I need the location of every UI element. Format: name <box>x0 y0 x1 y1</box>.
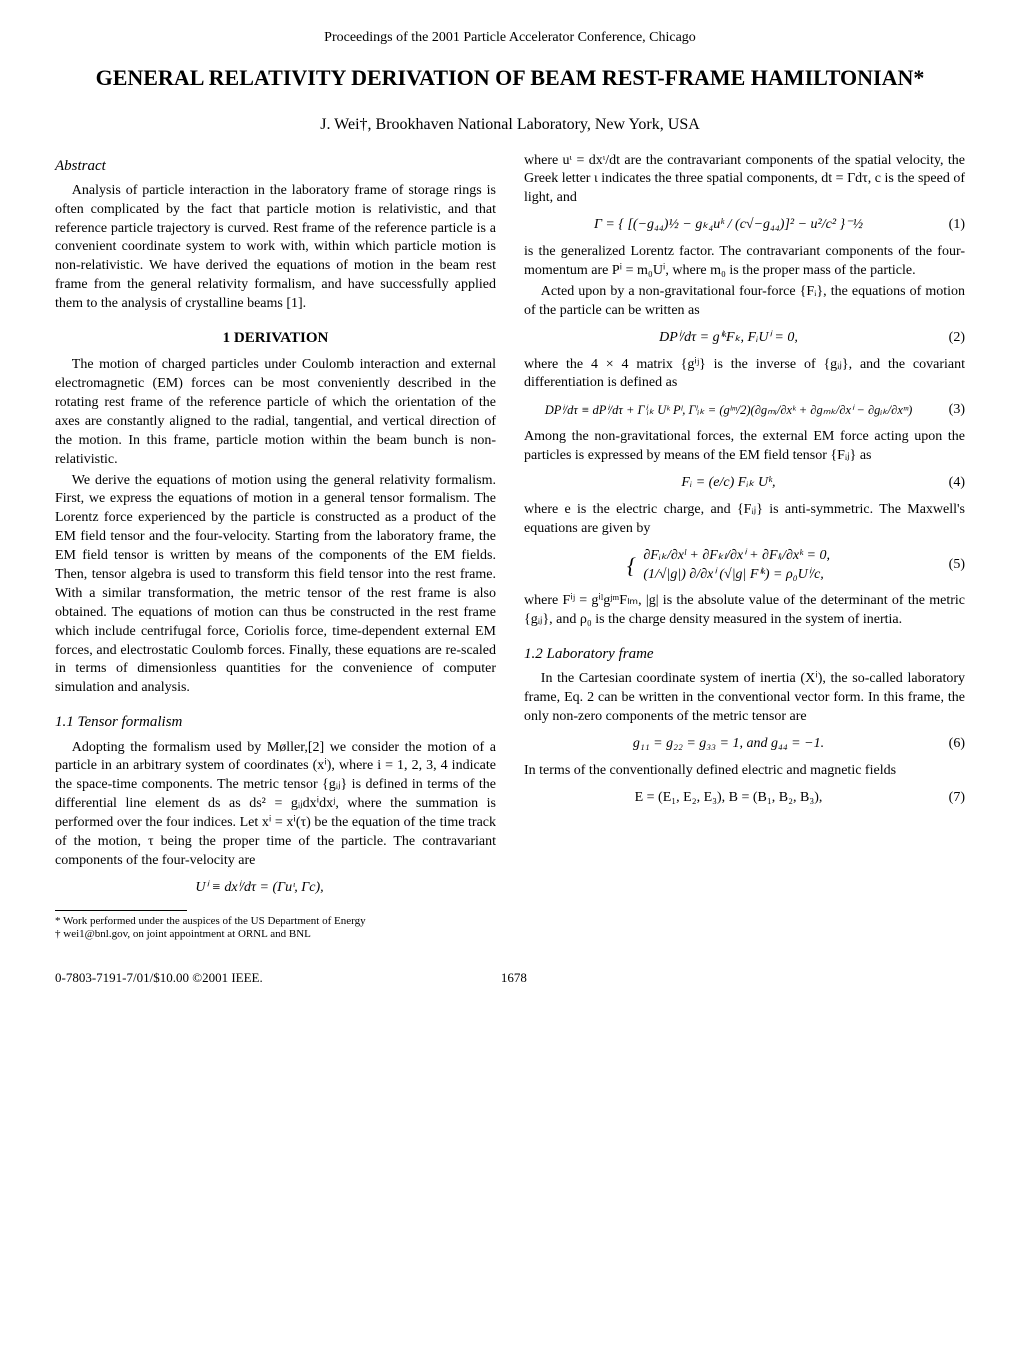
section-1-heading: 1 DERIVATION <box>55 328 496 348</box>
equation-3-body: DPⁱ/dτ ≡ dPⁱ/dτ + Γⁱᵢₖ Uᵏ Pˡ, Γˡᵢₖ = (gˡ… <box>524 402 933 419</box>
footer-spacer <box>765 970 965 986</box>
equation-7-body: E = (E₁, E₂, E₃), B = (B₁, B₂, B₃), <box>524 789 933 808</box>
equation-6: g₁₁ = g₂₂ = g₃₃ = 1, and g₄₄ = −1. (6) <box>524 735 965 754</box>
s1-1-para-1: Adopting the formalism used by Møller,[2… <box>55 739 496 871</box>
abstract-body: Analysis of particle interaction in the … <box>55 182 496 314</box>
equation-7-number: (7) <box>933 789 965 808</box>
equation-5-number: (5) <box>933 556 965 575</box>
proceedings-header: Proceedings of the 2001 Particle Acceler… <box>55 30 965 46</box>
equation-5: { ∂Fᵢₖ/∂xˡ + ∂Fₖₗ/∂xⁱ + ∂Fₗᵢ/∂xᵏ = 0, (1… <box>524 547 965 585</box>
footer-copyright: 0-7803-7191-7/01/$10.00 ©2001 IEEE. <box>55 970 263 986</box>
abstract-heading: Abstract <box>55 156 496 176</box>
right-para-2: is the generalized Lorentz factor. The c… <box>524 243 965 281</box>
equation-2-body: DPⁱ/dτ = gⁱᵏFₖ, FᵢUⁱ = 0, <box>524 329 933 348</box>
equation-4-number: (4) <box>933 474 965 493</box>
right-para-7: where Fⁱʲ = gⁱˡgʲᵐFₗₘ, |g| is the absolu… <box>524 592 965 630</box>
equation-1-number: (1) <box>933 216 965 235</box>
equation-u-body: Uⁱ ≡ dxⁱ/dτ = (Γuᶥ, Γc), <box>55 879 464 898</box>
equation-u: Uⁱ ≡ dxⁱ/dτ = (Γuᶥ, Γc), <box>55 879 496 898</box>
equation-2-number: (2) <box>933 329 965 348</box>
footnote-rule <box>55 910 187 911</box>
two-column-layout: Abstract Analysis of particle interactio… <box>55 152 965 943</box>
footer-page-number: 1678 <box>501 970 527 986</box>
equation-6-number: (6) <box>933 735 965 754</box>
right-para-3: Acted upon by a non-gravitational four-f… <box>524 283 965 321</box>
footnote-2: † wei1@bnl.gov, on joint appointment at … <box>55 928 496 942</box>
equation-1-body: Γ = { [(−g₄₄)½ − gₖ₄uᵏ / (c√−g₄₄)]² − u²… <box>524 216 933 235</box>
s1-2-para-2: In terms of the conventionally defined e… <box>524 762 965 781</box>
paper-title: GENERAL RELATIVITY DERIVATION OF BEAM RE… <box>55 64 965 92</box>
page-footer: 0-7803-7191-7/01/$10.00 ©2001 IEEE. 1678 <box>55 970 965 986</box>
right-para-1: where uᶥ = dxᶥ/dt are the contravariant … <box>524 152 965 209</box>
s1-2-para-1: In the Cartesian coordinate system of in… <box>524 670 965 727</box>
equation-7: E = (E₁, E₂, E₃), B = (B₁, B₂, B₃), (7) <box>524 789 965 808</box>
equation-1: Γ = { [(−g₄₄)½ − gₖ₄uᵏ / (c√−g₄₄)]² − u²… <box>524 216 965 235</box>
s1-para-1: The motion of charged particles under Co… <box>55 356 496 469</box>
equation-2: DPⁱ/dτ = gⁱᵏFₖ, FᵢUⁱ = 0, (2) <box>524 329 965 348</box>
right-column: where uᶥ = dxᶥ/dt are the contravariant … <box>524 152 965 943</box>
subsection-1-2-heading: 1.2 Laboratory frame <box>524 644 965 664</box>
right-para-5: Among the non-gravitational forces, the … <box>524 428 965 466</box>
equation-5-body: { ∂Fᵢₖ/∂xˡ + ∂Fₖₗ/∂xⁱ + ∂Fₗᵢ/∂xᵏ = 0, (1… <box>524 547 933 585</box>
equation-4: Fᵢ = (e/c) Fᵢₖ Uᵏ, (4) <box>524 474 965 493</box>
equation-3: DPⁱ/dτ ≡ dPⁱ/dτ + Γⁱᵢₖ Uᵏ Pˡ, Γˡᵢₖ = (gˡ… <box>524 401 965 420</box>
equation-4-body: Fᵢ = (e/c) Fᵢₖ Uᵏ, <box>524 474 933 493</box>
s1-para-2: We derive the equations of motion using … <box>55 472 496 699</box>
right-para-6: where e is the electric charge, and {Fᵢⱼ… <box>524 501 965 539</box>
footnote-1: * Work performed under the auspices of t… <box>55 915 496 929</box>
equation-6-body: g₁₁ = g₂₂ = g₃₃ = 1, and g₄₄ = −1. <box>524 735 933 754</box>
authors-line: J. Wei†, Brookhaven National Laboratory,… <box>55 116 965 134</box>
equation-5b: (1/√|g|) ∂/∂xⁱ (√|g| Fⁱᵏ) = ρ₀Uⁱ/c, <box>643 566 830 585</box>
right-para-4: where the 4 × 4 matrix {gⁱʲ} is the inve… <box>524 356 965 394</box>
equation-5a: ∂Fᵢₖ/∂xˡ + ∂Fₖₗ/∂xⁱ + ∂Fₗᵢ/∂xᵏ = 0, <box>643 547 830 566</box>
left-column: Abstract Analysis of particle interactio… <box>55 152 496 943</box>
subsection-1-1-heading: 1.1 Tensor formalism <box>55 712 496 732</box>
equation-3-number: (3) <box>933 401 965 420</box>
